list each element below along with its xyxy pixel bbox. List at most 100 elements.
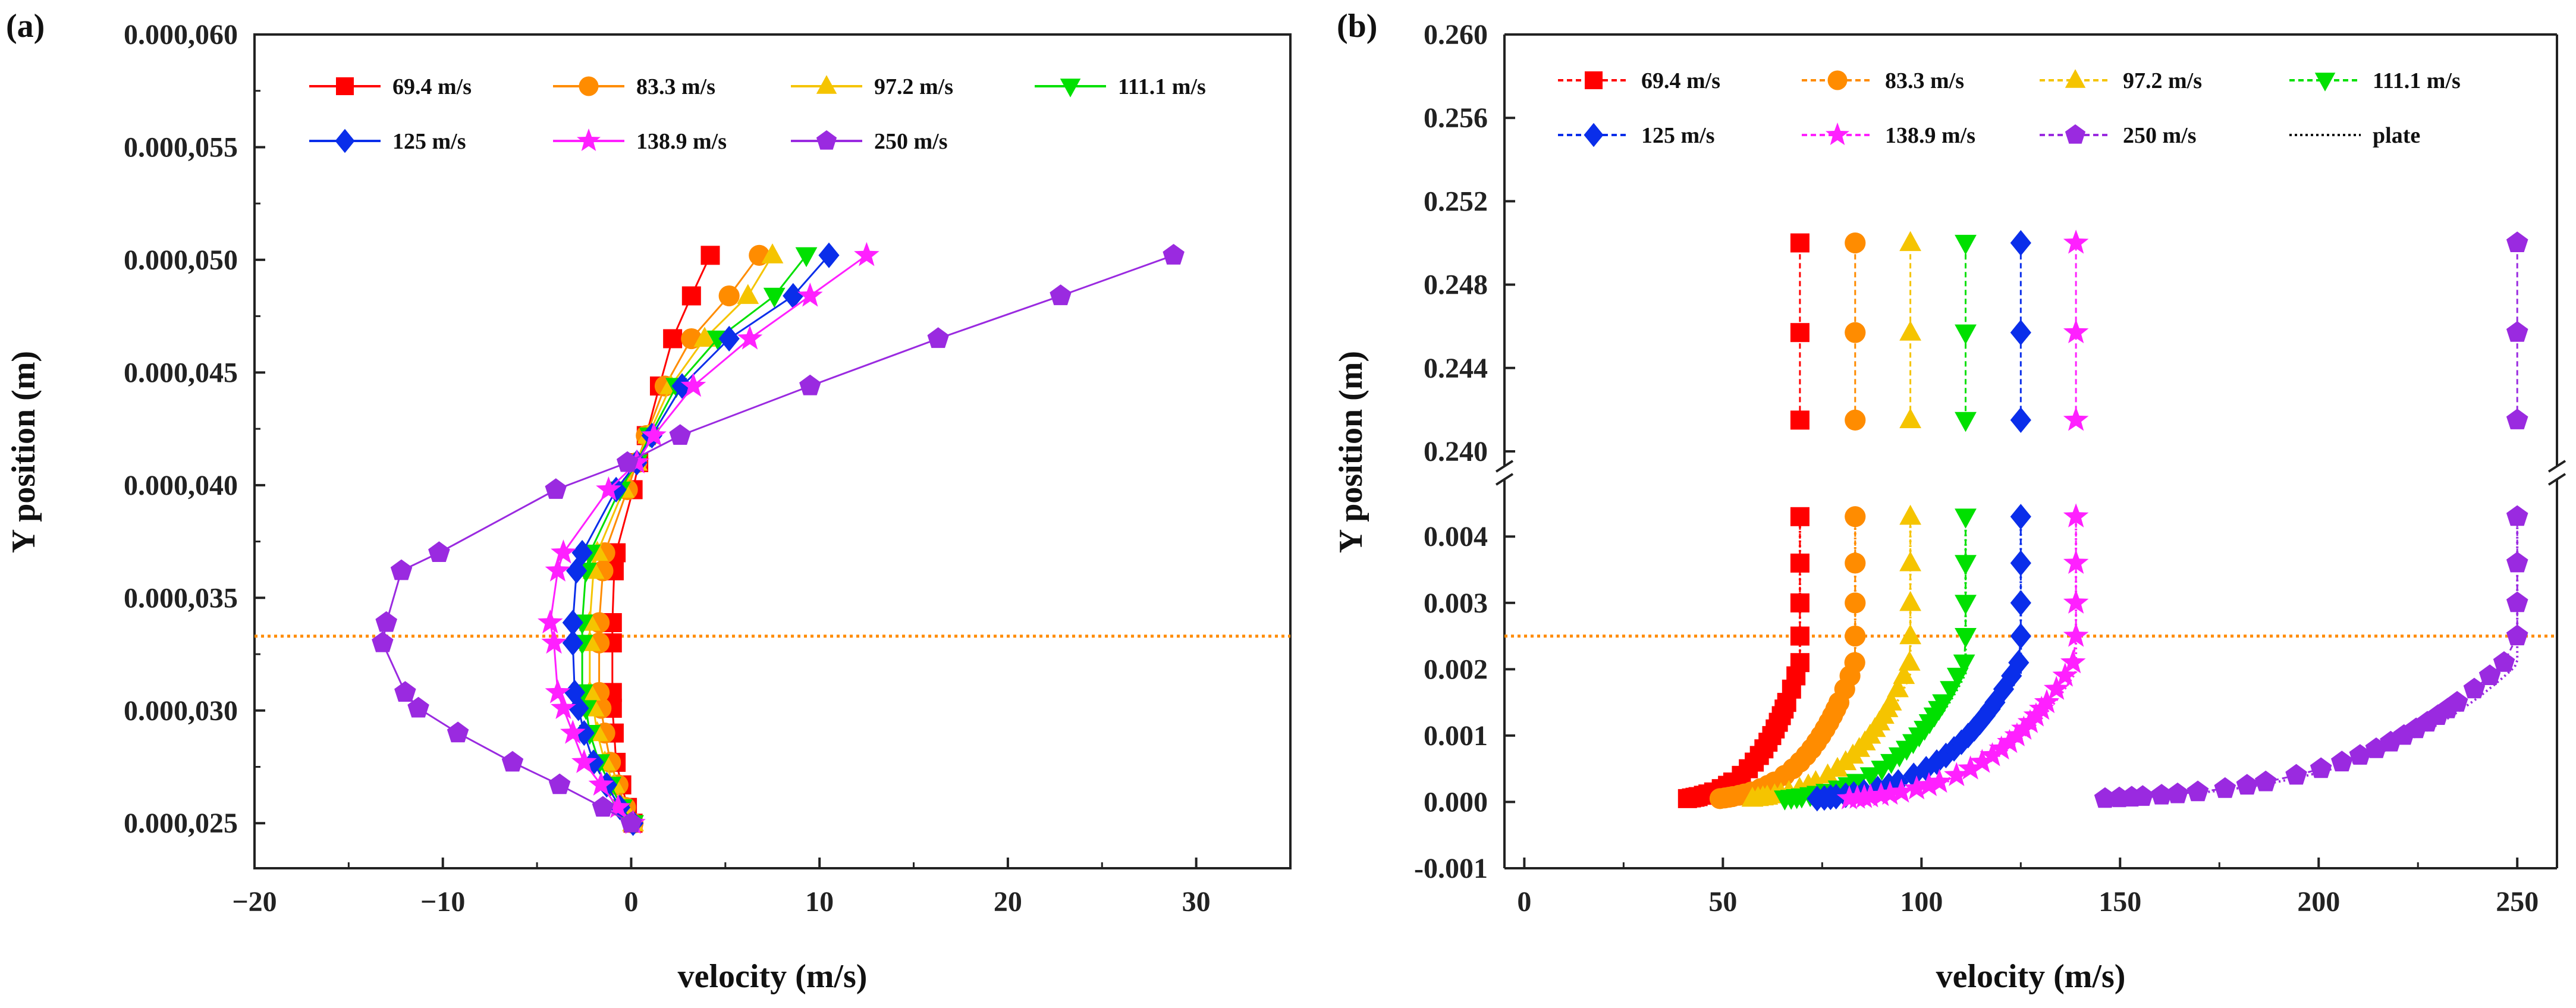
data-point [375, 611, 397, 632]
legend-label: 83.3 m/s [1885, 68, 1964, 93]
data-point [1859, 767, 1882, 787]
legend-label: 111.1 m/s [2373, 68, 2461, 93]
data-point [797, 282, 823, 307]
x-tick-label: 200 [2297, 886, 2340, 918]
data-point [2506, 409, 2528, 429]
y-tick-label: 0.240 [1424, 436, 1488, 467]
data-point [1899, 624, 1921, 645]
data-point [1899, 231, 1921, 252]
data-point [372, 631, 394, 652]
legend-entry-plate: plate [2289, 123, 2420, 148]
panel-label: (a) [6, 8, 45, 45]
axis-break-mark [1495, 473, 1514, 486]
data-point [1893, 664, 1915, 684]
data-point [2063, 589, 2089, 614]
data-point [2506, 231, 2528, 252]
series-97-2-m-s [1741, 231, 1921, 807]
legend-label: 69.4 m/s [392, 74, 472, 99]
data-point [1790, 233, 1810, 253]
data-point [2132, 785, 2154, 806]
data-point [501, 750, 524, 772]
data-point [1955, 412, 1977, 432]
x-tick-label: 0 [1517, 886, 1531, 918]
data-point [681, 286, 701, 306]
data-point [763, 287, 786, 308]
data-point [799, 374, 821, 395]
legend-marker [336, 77, 354, 95]
y-tick-label: 0.003 [1424, 588, 1488, 619]
data-point [854, 241, 879, 266]
data-point [1899, 591, 1921, 611]
legend-marker [335, 128, 355, 153]
x-tick-label: 20 [994, 886, 1022, 918]
data-point [1940, 681, 1962, 701]
data-point [551, 539, 576, 564]
data-point [1845, 409, 1866, 431]
data-point [680, 372, 706, 397]
legend-entry-138-9-m-s: 138.9 m/s [1802, 123, 1975, 148]
data-point [2150, 784, 2173, 805]
legend-marker [2065, 124, 2086, 144]
data-point [1955, 555, 1977, 575]
legend-label: 83.3 m/s [636, 74, 715, 99]
series-line [1687, 516, 1801, 800]
data-point [1790, 593, 1810, 613]
data-point [2010, 504, 2031, 530]
data-point [2010, 550, 2031, 576]
data-point [669, 424, 692, 445]
axis-break-mark [2547, 473, 2566, 486]
data-point [2506, 551, 2528, 573]
series-line [2104, 516, 2518, 800]
panel-a: −20 −10 0 10 20 30 0.000,025 0.000,030 0.000,035… [5, 8, 1292, 995]
y-tick-label: 0.252 [1424, 186, 1488, 217]
data-point [2010, 590, 2031, 616]
legend-label: 125 m/s [392, 129, 466, 154]
data-point [568, 695, 589, 721]
panel-label: (b) [1337, 8, 1377, 45]
data-point [2236, 774, 2258, 795]
data-point [2349, 744, 2371, 765]
data-point [1932, 694, 1954, 715]
data-point [2254, 770, 2277, 792]
data-point [2493, 651, 2515, 672]
legend-label: 125 m/s [1641, 123, 1715, 148]
data-point [818, 242, 840, 268]
data-point [620, 812, 642, 833]
y-tick-label: 0.000,030 [124, 695, 238, 727]
data-point [737, 284, 759, 304]
legend-entry-250-m-s: 250 m/s [2040, 123, 2197, 148]
legend-entry-69-4-m-s: 69.4 m/s [1558, 68, 1720, 93]
data-point [428, 541, 450, 562]
data-point [551, 695, 576, 720]
data-point [588, 771, 614, 796]
data-point [641, 422, 667, 447]
data-point [2052, 662, 2078, 687]
legend-marker [1060, 78, 1081, 98]
data-point [1877, 780, 1903, 805]
data-point [671, 373, 693, 399]
data-point [2187, 780, 2209, 802]
series-line [1720, 516, 1856, 800]
data-point [1946, 667, 1969, 688]
legend-entry-97-2-m-s: 97.2 m/s [791, 74, 953, 99]
data-point [927, 327, 949, 348]
data-point [1846, 774, 1868, 794]
data-point [1790, 626, 1810, 646]
data-point [718, 285, 740, 307]
data-point [2463, 677, 2486, 699]
series-125-m-s [562, 242, 840, 836]
data-point [2010, 623, 2031, 649]
legend-label: 97.2 m/s [2123, 68, 2202, 93]
legend-entry-125-m-s: 125 m/s [1558, 123, 1715, 148]
x-tick-label: 250 [2496, 886, 2539, 918]
data-point [2285, 764, 2307, 785]
legend-label: 250 m/s [874, 129, 948, 154]
data-point [1790, 653, 1810, 673]
data-point [1903, 775, 1930, 800]
legend-entry-125-m-s: 125 m/s [309, 128, 466, 154]
data-point [616, 451, 639, 472]
x-tick-label: −20 [232, 886, 277, 918]
data-point [1790, 410, 1810, 430]
data-point [1988, 735, 2014, 760]
